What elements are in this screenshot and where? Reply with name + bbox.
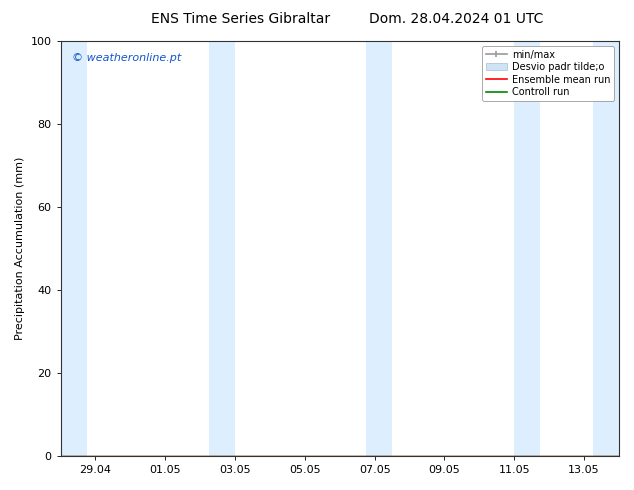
Text: ENS Time Series Gibraltar: ENS Time Series Gibraltar bbox=[152, 12, 330, 26]
Bar bbox=[366, 41, 392, 456]
Text: Dom. 28.04.2024 01 UTC: Dom. 28.04.2024 01 UTC bbox=[369, 12, 544, 26]
Bar bbox=[209, 41, 235, 456]
Bar bbox=[593, 41, 619, 456]
Bar bbox=[514, 41, 540, 456]
Legend: min/max, Desvio padr tilde;o, Ensemble mean run, Controll run: min/max, Desvio padr tilde;o, Ensemble m… bbox=[482, 46, 614, 101]
Bar bbox=[61, 41, 87, 456]
Text: © weatheronline.pt: © weatheronline.pt bbox=[72, 53, 181, 64]
Y-axis label: Precipitation Accumulation (mm): Precipitation Accumulation (mm) bbox=[15, 157, 25, 340]
